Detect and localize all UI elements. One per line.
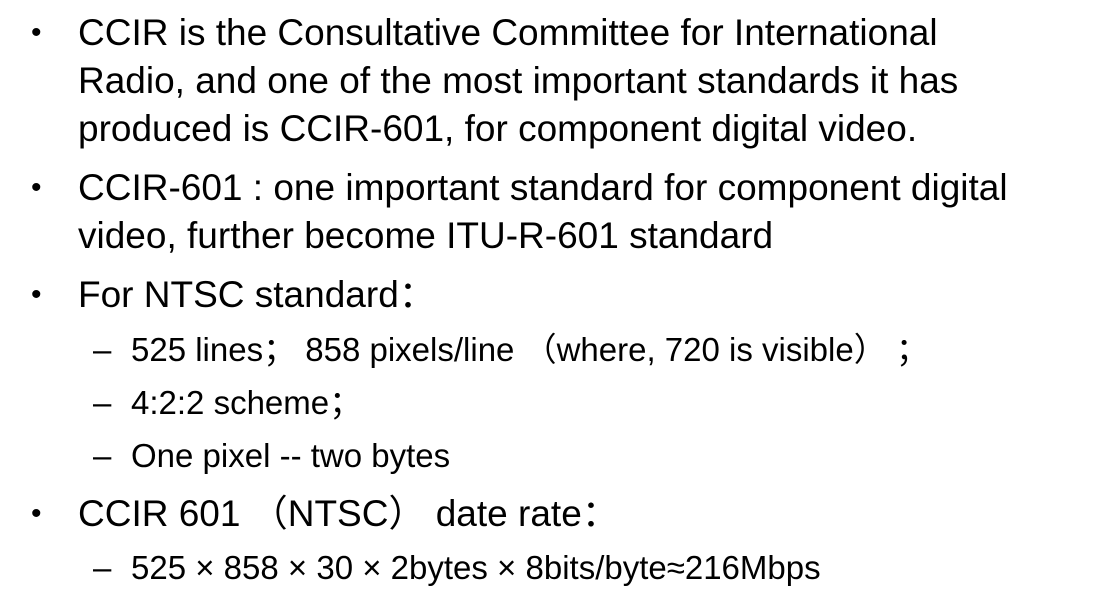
bullet-1-line-3: produced is CCIR-601, for component digi… bbox=[78, 108, 918, 149]
sub-item-ntsc-bytes: One pixel -- two bytes bbox=[131, 437, 451, 474]
bullet-marker: • bbox=[31, 278, 42, 311]
bullet-4-line-1: CCIR 601 （NTSC） date rate： bbox=[78, 493, 619, 534]
dash-marker: – bbox=[93, 549, 112, 586]
sub-item-data-rate: 525 × 858 × 30 × 2bytes × 8bits/byte≈216… bbox=[131, 549, 821, 586]
bullet-2-line-1: CCIR-601 : one important standard for co… bbox=[78, 167, 1008, 208]
dash-marker: – bbox=[93, 437, 112, 474]
bullet-3-line-1: For NTSC standard： bbox=[78, 274, 436, 315]
bullet-marker: • bbox=[31, 497, 42, 530]
sub-item-ntsc-scheme: 4:2:2 scheme； bbox=[131, 384, 363, 421]
dash-marker: – bbox=[93, 331, 112, 368]
sub-item-ntsc-lines: 525 lines； 858 pixels/line （where, 720 i… bbox=[131, 331, 929, 368]
bullet-marker: • bbox=[31, 16, 42, 49]
bullet-1-line-1: CCIR is the Consultative Committee for I… bbox=[78, 12, 938, 53]
bullet-2-line-2: video, further become ITU-R-601 standard bbox=[78, 215, 774, 256]
bullet-1-line-2: Radio, and one of the most important sta… bbox=[78, 60, 959, 101]
bullet-marker: • bbox=[31, 171, 42, 204]
dash-marker: – bbox=[93, 384, 112, 421]
